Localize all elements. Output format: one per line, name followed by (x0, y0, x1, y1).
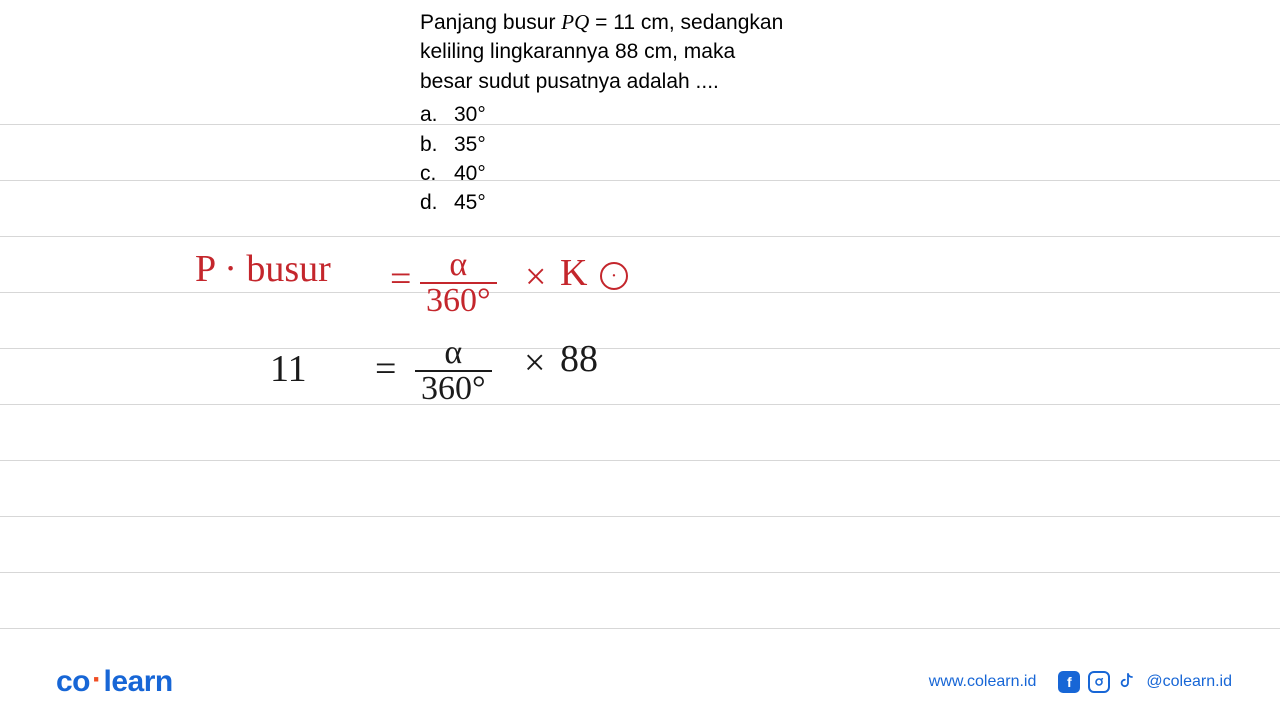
stem-var: PQ (561, 10, 589, 34)
red-frac-den: 360° (420, 284, 497, 318)
red-lhs: P · busur (195, 248, 331, 290)
logo-dot: · (90, 663, 104, 696)
tiktok-icon (1118, 671, 1136, 693)
question-stem: Panjang busur PQ = 11 cm, sedangkan keli… (420, 8, 840, 96)
stem-line1-suffix: = 11 cm, sedangkan (589, 11, 783, 34)
red-k: K (560, 252, 587, 294)
instagram-icon (1088, 671, 1110, 693)
stem-line2: keliling lingkarannya 88 cm, maka (420, 40, 735, 63)
handwriting-black-frac: α 360° (415, 330, 492, 400)
black-lhs: 11 (270, 348, 307, 390)
handwriting-black-lhs: 11 (270, 350, 307, 388)
stem-line1-prefix: Panjang busur (420, 11, 561, 34)
facebook-icon: f (1058, 671, 1080, 693)
handwriting-black-val: 88 (560, 340, 598, 378)
handwriting-red-times: × (525, 258, 546, 296)
black-times: × (524, 342, 545, 384)
red-frac-num: α (420, 248, 497, 284)
black-eq: = (375, 348, 396, 390)
logo: co·learn (56, 665, 173, 699)
handwriting-black-times: × (524, 344, 545, 382)
black-frac-num: α (415, 336, 492, 372)
handwriting-red-lhs: P · busur (195, 250, 331, 288)
red-circled: · (600, 262, 628, 290)
logo-learn: learn (104, 665, 173, 698)
handwriting-red-circle: · (600, 254, 628, 292)
ruled-lines (0, 124, 1280, 660)
footer: co·learn www.colearn.id f @colearn.id (0, 662, 1280, 702)
stem-line3: besar sudut pusatnya adalah .... (420, 70, 719, 93)
red-times: × (525, 256, 546, 298)
logo-co: co (56, 665, 90, 698)
black-val: 88 (560, 338, 598, 380)
social-icons: f @colearn.id (1058, 671, 1232, 693)
footer-url: www.colearn.id (929, 673, 1037, 691)
handwriting-red-frac: α 360° (420, 242, 497, 312)
handwriting-black-eq: = (375, 350, 396, 388)
handwriting-red-k: K (560, 254, 587, 292)
red-eq: = (390, 258, 411, 300)
handwriting-red-eq: = (390, 260, 411, 298)
black-frac-den: 360° (415, 372, 492, 406)
social-handle: @colearn.id (1146, 673, 1232, 691)
